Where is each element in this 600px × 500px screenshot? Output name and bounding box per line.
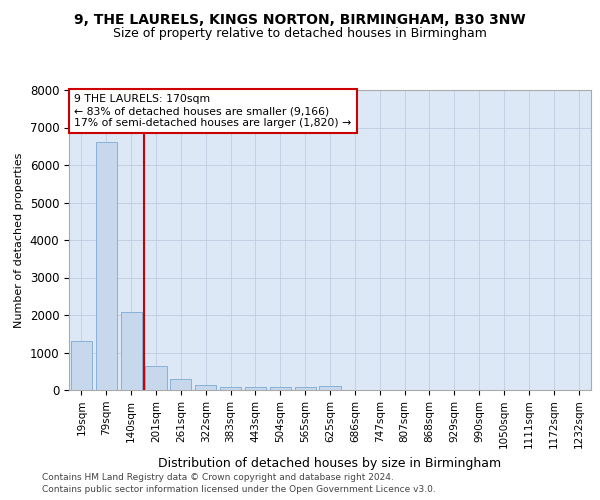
X-axis label: Distribution of detached houses by size in Birmingham: Distribution of detached houses by size … xyxy=(158,457,502,470)
Text: Contains HM Land Registry data © Crown copyright and database right 2024.: Contains HM Land Registry data © Crown c… xyxy=(42,472,394,482)
Bar xyxy=(71,341,92,390)
Bar xyxy=(121,312,142,390)
Bar xyxy=(96,142,117,390)
Bar xyxy=(170,379,191,390)
Text: 9 THE LAURELS: 170sqm
← 83% of detached houses are smaller (9,166)
17% of semi-d: 9 THE LAURELS: 170sqm ← 83% of detached … xyxy=(74,94,352,128)
Bar xyxy=(195,385,216,390)
Text: Contains public sector information licensed under the Open Government Licence v3: Contains public sector information licen… xyxy=(42,485,436,494)
Text: Size of property relative to detached houses in Birmingham: Size of property relative to detached ho… xyxy=(113,28,487,40)
Text: 9, THE LAURELS, KINGS NORTON, BIRMINGHAM, B30 3NW: 9, THE LAURELS, KINGS NORTON, BIRMINGHAM… xyxy=(74,12,526,26)
Y-axis label: Number of detached properties: Number of detached properties xyxy=(14,152,24,328)
Bar xyxy=(245,387,266,390)
Bar xyxy=(220,386,241,390)
Bar xyxy=(319,386,341,390)
Bar xyxy=(145,366,167,390)
Bar xyxy=(295,387,316,390)
Bar xyxy=(270,388,291,390)
